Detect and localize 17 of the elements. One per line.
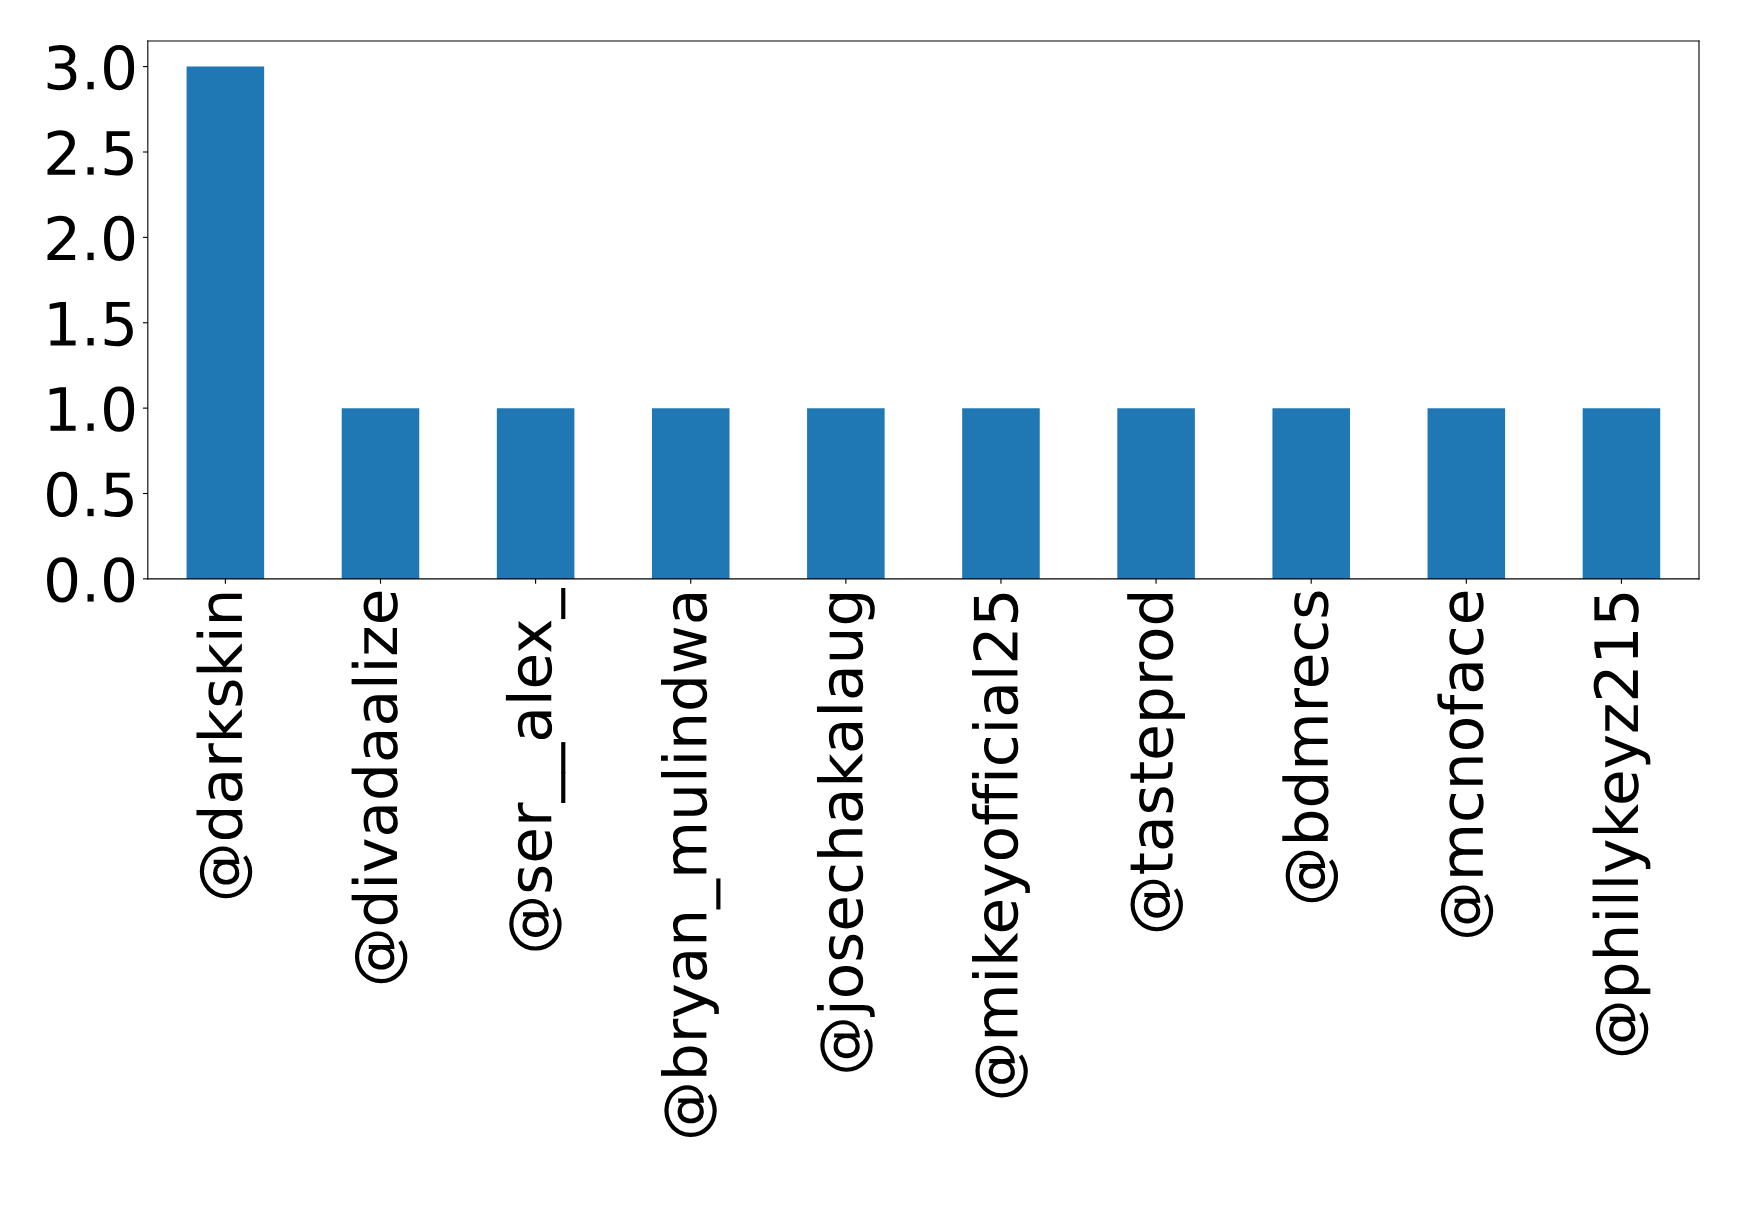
x-tick-label: @josechakalaug bbox=[816, 594, 875, 1072]
y-tick-label: 2.5 bbox=[47, 130, 133, 176]
x-tick-label: @darkskin bbox=[196, 593, 253, 899]
x-tick-label: @mcnoface bbox=[1437, 591, 1494, 937]
y-tick-label: 1.5 bbox=[49, 301, 133, 347]
y-tick-label: 0.5 bbox=[47, 471, 133, 518]
x-tick-label: @ser__alex_ bbox=[505, 588, 566, 951]
y-tick-label: 3.0 bbox=[47, 44, 135, 91]
x-tick-label: @bdmrecs bbox=[1282, 591, 1339, 903]
y-tick-label: 2.0 bbox=[47, 215, 135, 261]
x-tick-label: @tasteprod bbox=[1127, 594, 1185, 932]
x-tick-label: @mikeyofficial25 bbox=[972, 593, 1030, 1098]
y-tick-label: 1.0 bbox=[49, 386, 135, 432]
y-tick-label: 0.0 bbox=[47, 557, 135, 603]
x-tick-label: @phillykeyz215 bbox=[1592, 593, 1651, 1056]
x-tick-label: @bryan_mulindwa bbox=[661, 594, 721, 1137]
x-tick-label: @divadaalize bbox=[351, 591, 408, 984]
